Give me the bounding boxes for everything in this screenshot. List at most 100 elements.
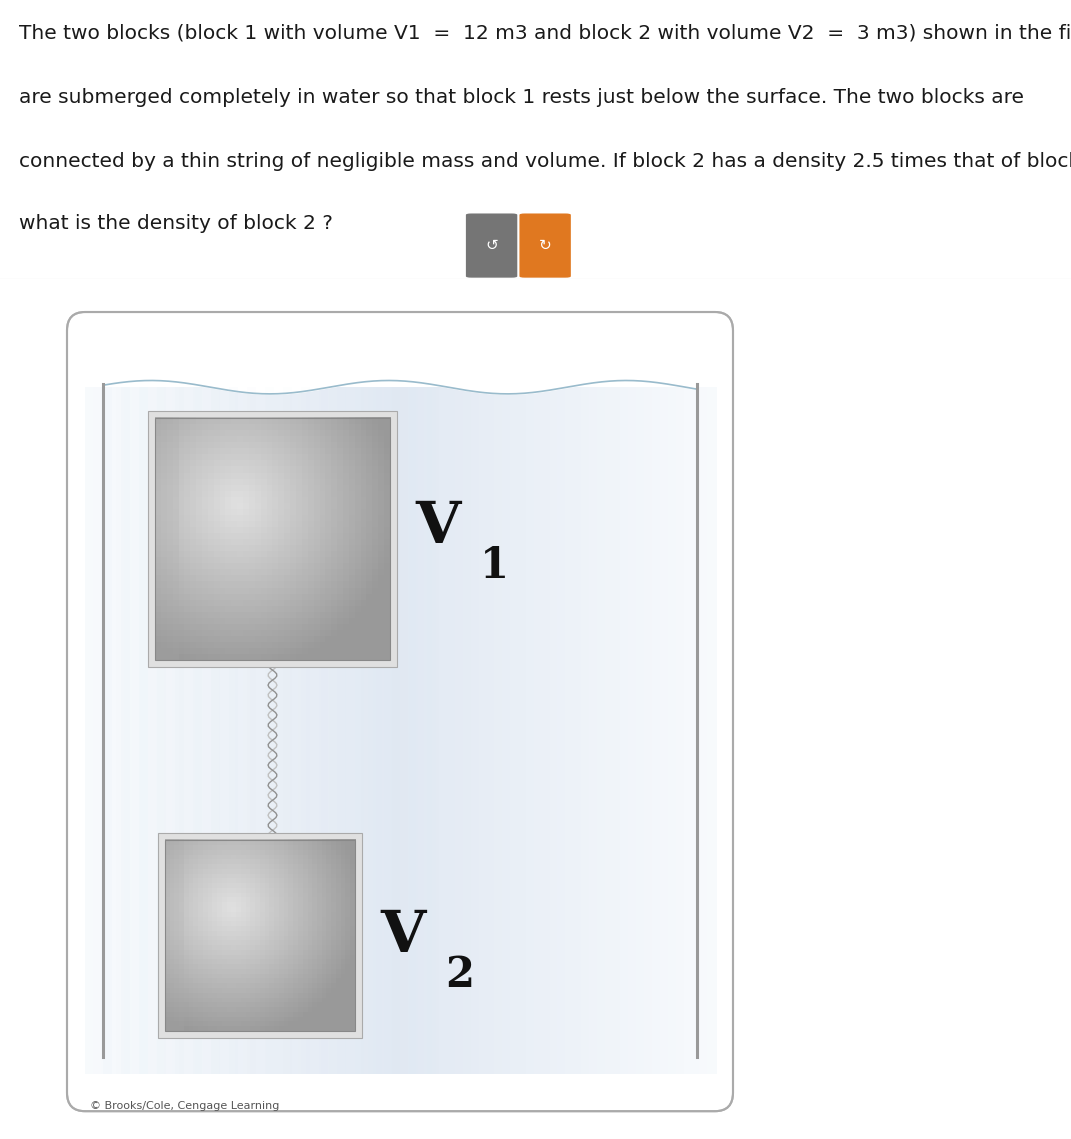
Bar [198,953,203,959]
Bar [270,863,275,869]
Bar [284,940,289,945]
Bar [191,556,197,564]
Bar [238,526,244,533]
Bar [384,574,391,581]
Bar [255,599,261,606]
Bar [267,592,273,599]
Bar [175,1006,180,1011]
Bar [161,544,168,551]
Bar [248,508,256,515]
Bar [172,623,180,630]
Bar [184,466,192,473]
Bar [222,935,228,941]
Bar [284,423,291,431]
Bar [238,417,244,424]
Bar [226,538,232,546]
Bar [331,538,338,546]
Bar [267,634,273,642]
Bar [293,929,299,935]
Bar [251,916,256,921]
Bar [660,387,669,1074]
Bar [349,568,356,575]
Bar [307,641,315,648]
Bar [184,849,190,854]
Bar [175,872,180,878]
Bar [175,839,180,845]
Bar [161,502,168,509]
Bar [198,911,203,917]
Bar [307,1016,313,1022]
Bar [293,920,299,926]
Bar [373,502,379,509]
Bar [260,839,266,845]
Bar [272,484,280,491]
Bar [270,949,275,954]
Bar [284,441,291,449]
Bar [198,977,203,983]
Bar [349,653,356,661]
Bar [479,387,488,1074]
Bar [184,574,192,581]
Bar [272,526,280,533]
Bar [184,653,192,661]
Bar [288,1001,295,1007]
Bar [270,1001,275,1007]
Bar [378,623,386,630]
Bar [165,844,170,850]
Bar [226,453,232,460]
Bar [214,502,221,509]
Bar [231,423,238,431]
Bar [293,859,299,865]
Bar [191,641,197,648]
Bar [455,387,465,1074]
Bar [373,484,379,491]
Bar [265,883,271,888]
Bar [313,892,318,898]
Bar [373,599,379,606]
Bar [208,417,215,424]
Bar [319,550,327,557]
Bar [298,901,304,907]
Bar [231,526,238,533]
Bar [343,592,350,599]
Bar [227,988,232,993]
Bar [378,599,386,606]
Bar [169,887,176,893]
Bar [184,623,192,630]
Bar [298,883,304,888]
Bar [346,997,351,1002]
Bar [167,526,174,533]
Bar [248,587,256,593]
Bar [217,853,223,860]
Bar [179,863,185,869]
Bar [260,887,266,893]
Bar [184,423,192,431]
Bar [155,599,162,606]
Bar [203,868,209,874]
Bar [290,550,297,557]
Bar [288,883,295,888]
Bar [307,538,315,546]
Bar [307,906,313,912]
Bar [172,581,180,588]
Bar [108,387,119,1074]
Bar [307,982,313,988]
Bar [331,466,338,473]
Bar [161,563,168,570]
Bar [327,992,332,998]
Bar [361,429,367,436]
Bar [302,532,308,539]
Bar [231,448,238,454]
Bar [196,495,203,502]
Bar [307,623,315,630]
Bar [284,953,289,959]
Bar [226,508,232,515]
Bar [155,484,162,491]
Bar [265,387,274,1074]
Bar [317,887,322,893]
Bar [302,605,308,612]
Bar [350,982,356,988]
Bar [373,453,379,460]
Bar [155,550,162,557]
Bar [251,844,256,850]
